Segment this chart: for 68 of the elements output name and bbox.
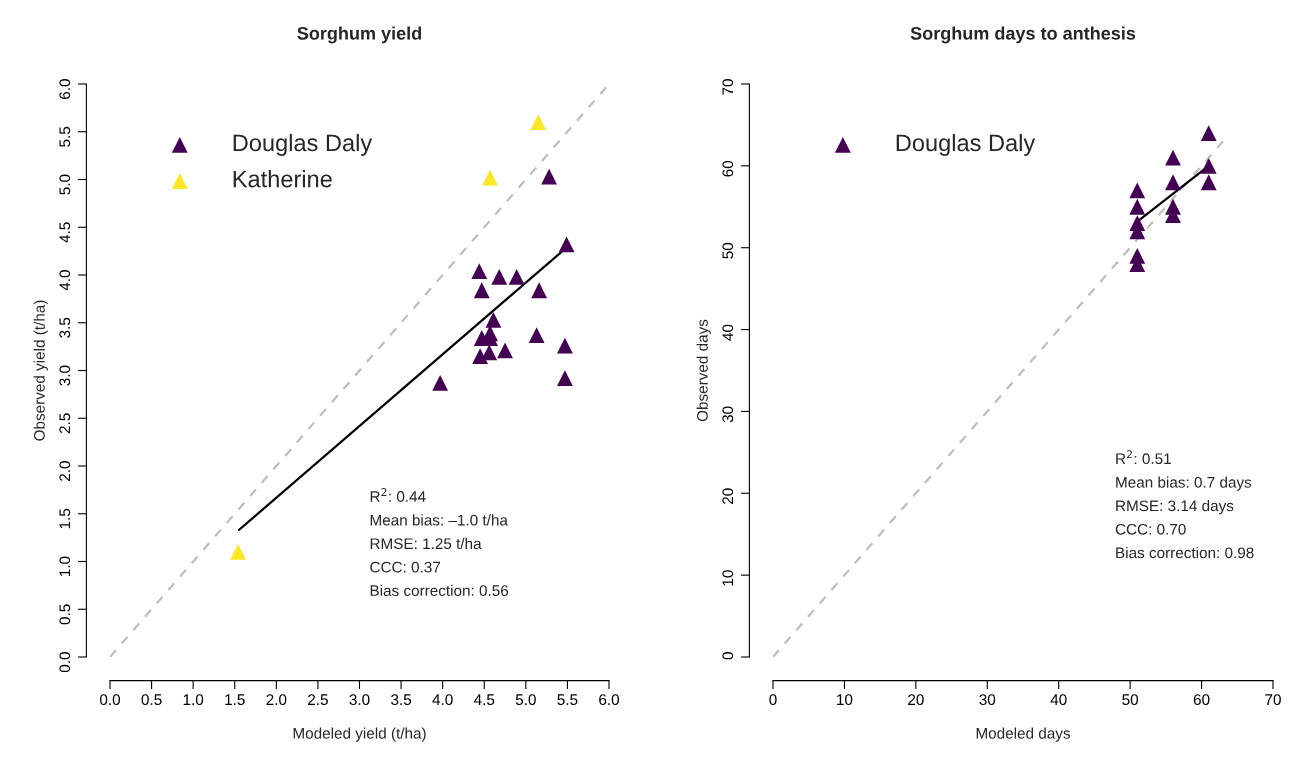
x-tick-label: 10 [837, 694, 853, 706]
y-tick-label: 0.0 [59, 652, 71, 673]
y-tick-label: 1.0 [59, 556, 71, 577]
x-tick-label: 0.5 [141, 694, 162, 706]
y-tick-label: 1.5 [59, 508, 71, 529]
x-tick-label: 20 [908, 694, 924, 706]
y-tick-label: 5.0 [59, 174, 71, 195]
point [1200, 125, 1217, 142]
annotation: Mean bias: –1.0 t/ha [370, 514, 508, 526]
y-tick-label: 0 [722, 652, 734, 660]
x-tick-label: 2.0 [266, 694, 287, 706]
x-tick-label: 30 [979, 694, 996, 706]
y-tick-label: 4.5 [59, 222, 71, 243]
y-tick-label: 40 [722, 324, 734, 341]
legend-label: Katherine [233, 170, 332, 188]
annotation: RMSE: 1.25 t/ha [370, 537, 482, 550]
y-tick-label: 3.0 [59, 365, 71, 386]
x-tick-label: 3.5 [391, 694, 412, 706]
point [1129, 182, 1146, 199]
point [1200, 174, 1217, 191]
y-tick-label: 2.5 [59, 413, 71, 434]
x-tick-label: 0 [769, 694, 777, 706]
annotation: Bias correction: 0.56 [370, 584, 509, 597]
y-axis-title: Observed yield (t/ha) [33, 300, 48, 441]
y-tick-label: 30 [722, 406, 734, 423]
x-tick-label: 40 [1050, 694, 1067, 706]
x-tick-label: 5.0 [515, 694, 536, 706]
y-tick-label: 0.5 [59, 604, 71, 625]
legend-label: Douglas Daly [896, 133, 1036, 156]
y-tick-label: 10 [722, 570, 734, 586]
legend-label: Douglas Daly [233, 133, 373, 156]
point [1165, 174, 1181, 191]
annotation: R$^{2}$: 0.44 [370, 488, 426, 502]
annotation: CCC: 0.37 [370, 561, 441, 573]
x-tick-label: 6.0 [599, 694, 620, 706]
x-tick-label: 4.5 [473, 694, 495, 706]
annotation: CCC: 0.70 [1115, 523, 1186, 535]
x-tick-label: 1.5 [225, 694, 245, 706]
y-tick-label: 3.5 [59, 317, 71, 338]
y-tick-label: 2.0 [59, 461, 71, 481]
x-tick-label: 2.5 [308, 694, 328, 706]
x-tick-label: 0.0 [99, 694, 121, 706]
point [1200, 157, 1217, 174]
y-tick-label: 50 [722, 242, 734, 259]
annotation: Mean bias: 0.7 days [1116, 476, 1252, 491]
x-tick-label: 60 [1193, 694, 1210, 706]
point [1129, 198, 1146, 215]
point [1165, 149, 1181, 166]
x-axis-title: Modeled days [976, 727, 1071, 742]
y-tick-label: 60 [722, 160, 734, 177]
annotation: Bias correction: 0.98 [1116, 546, 1254, 559]
x-tick-label: 50 [1122, 694, 1139, 706]
x-tick-label: 3.0 [349, 694, 370, 706]
y-tick-label: 5.5 [59, 126, 71, 147]
x-tick-label: 70 [1265, 694, 1281, 706]
y-axis-title: Observed days [696, 319, 711, 422]
y-tick-label: 20 [722, 488, 734, 504]
annotation: R$^{2}$: 0.51 [1116, 450, 1171, 465]
chart-title: Sorghum yield [297, 26, 422, 44]
x-tick-label: 1.0 [183, 694, 204, 706]
y-tick-label: 4.0 [59, 270, 71, 291]
x-tick-label: 5.5 [557, 694, 578, 706]
annotation: RMSE: 3.14 days [1116, 500, 1234, 515]
x-tick-label: 4.0 [432, 694, 453, 706]
y-tick-label: 70 [722, 79, 734, 95]
x-axis-title: Modeled yield (t/ha) [293, 727, 426, 742]
chart-title: Sorghum days to anthesis [910, 26, 1136, 44]
y-tick-label: 6.0 [59, 79, 71, 99]
